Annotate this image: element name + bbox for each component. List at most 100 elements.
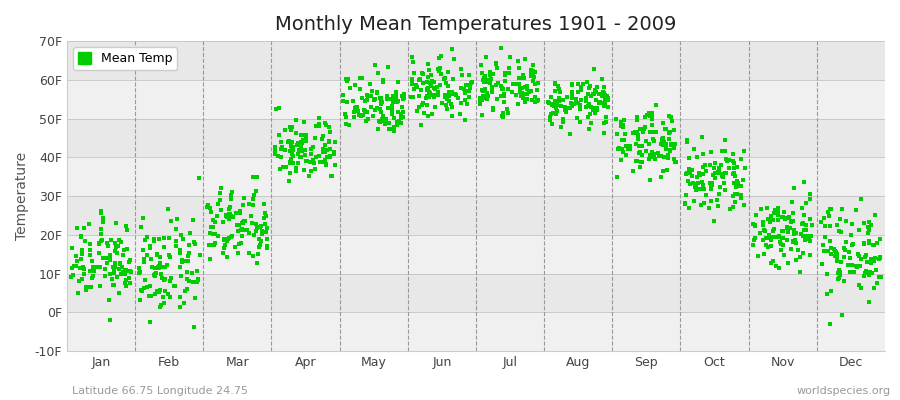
Point (339, 77, 354, 84)
Point (776, 213, 790, 220)
Point (360, 109, 374, 116)
Point (679, 192, 693, 199)
Point (293, 154, 308, 160)
Point (719, 170, 733, 176)
Bar (67, 157, 885, 196)
Point (442, 93, 456, 99)
Point (222, 235, 237, 242)
Point (162, 278, 176, 284)
Point (788, 257, 803, 264)
Point (289, 117, 303, 123)
Point (719, 158, 733, 164)
Point (688, 183, 703, 189)
Point (94, 210, 108, 216)
Point (659, 126, 673, 132)
Point (162, 294, 176, 300)
Point (828, 248, 842, 254)
Point (299, 138, 313, 145)
Point (118, 267, 132, 273)
Point (589, 97, 603, 103)
Point (579, 97, 593, 103)
Point (168, 243, 183, 249)
Point (789, 239, 804, 246)
Point (581, 126, 596, 132)
Point (562, 105, 577, 112)
Point (156, 294, 170, 300)
Point (737, 148, 751, 154)
Point (786, 238, 800, 245)
Point (528, 81, 543, 88)
Point (271, 152, 285, 159)
Point (696, 164, 710, 170)
Point (431, 89, 446, 95)
Point (633, 126, 647, 132)
Point (547, 88, 562, 94)
Point (444, 91, 458, 97)
Point (481, 93, 495, 100)
Point (835, 206, 850, 212)
Point (544, 110, 559, 117)
Bar (67, 274, 885, 312)
Point (752, 253, 766, 259)
Point (419, 86, 434, 92)
Point (157, 299, 171, 306)
Point (478, 86, 492, 92)
Point (370, 90, 384, 96)
Point (646, 129, 661, 135)
Point (72, 277, 86, 284)
Point (574, 83, 589, 90)
Point (386, 93, 400, 99)
Point (628, 158, 643, 164)
Point (257, 220, 272, 227)
Point (222, 216, 237, 222)
Point (153, 303, 167, 310)
Point (162, 235, 176, 242)
Point (213, 207, 228, 213)
Point (626, 168, 641, 174)
Point (323, 129, 338, 135)
Point (730, 164, 744, 170)
Point (94, 238, 108, 244)
Point (122, 280, 137, 286)
Point (667, 127, 681, 133)
Point (77, 266, 92, 272)
Point (730, 178, 744, 184)
Point (122, 268, 136, 274)
Point (631, 132, 645, 138)
Point (428, 92, 442, 99)
Point (224, 234, 238, 240)
Point (798, 237, 813, 243)
Point (224, 189, 238, 195)
Point (427, 94, 441, 100)
Point (174, 231, 188, 238)
Point (647, 138, 662, 144)
Bar (67, 41, 885, 80)
Point (112, 236, 127, 243)
Point (664, 141, 679, 148)
Point (618, 130, 633, 137)
Point (547, 98, 562, 104)
Point (597, 84, 611, 90)
Point (374, 100, 389, 106)
Point (642, 156, 656, 163)
Point (569, 99, 583, 106)
Point (615, 145, 629, 152)
Point (595, 93, 609, 100)
Point (687, 146, 701, 153)
Point (294, 140, 309, 146)
Point (282, 178, 296, 184)
Point (104, 271, 118, 278)
Point (140, 284, 154, 290)
Point (615, 123, 629, 129)
Point (766, 228, 780, 234)
Point (328, 138, 342, 145)
Point (275, 164, 290, 171)
Point (234, 240, 248, 246)
Point (571, 81, 585, 88)
Point (294, 148, 309, 154)
Point (591, 100, 606, 106)
Point (406, 94, 420, 100)
Point (148, 271, 163, 277)
Text: Latitude 66.75 Longitude 24.75: Latitude 66.75 Longitude 24.75 (72, 386, 248, 396)
Point (283, 148, 297, 155)
